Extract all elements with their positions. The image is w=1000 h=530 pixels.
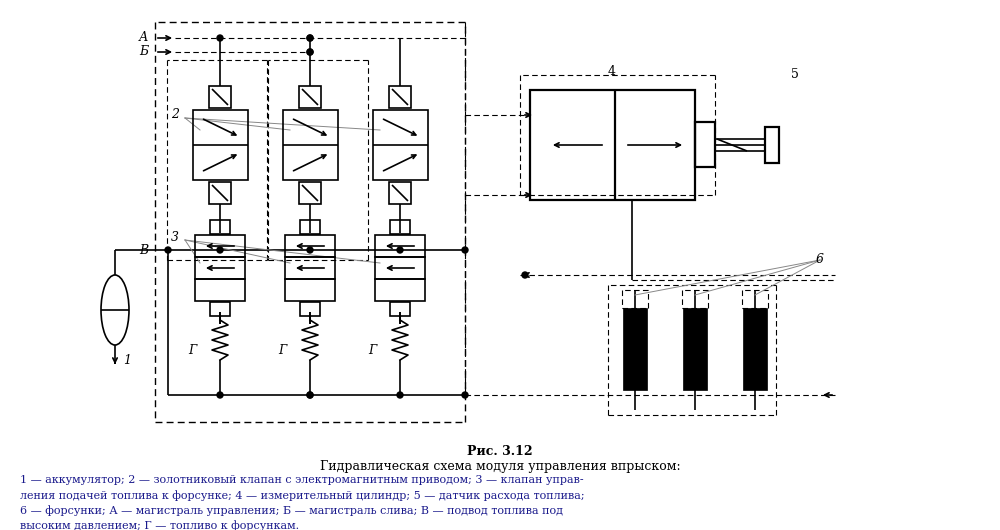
Bar <box>683 308 707 390</box>
Bar <box>375 279 425 301</box>
Bar <box>285 235 335 257</box>
Circle shape <box>307 392 313 398</box>
Circle shape <box>397 247 403 253</box>
Bar <box>389 182 411 204</box>
Bar <box>375 257 425 279</box>
Bar <box>195 279 245 301</box>
Circle shape <box>307 49 313 55</box>
Bar <box>193 110 248 180</box>
Bar <box>389 86 411 108</box>
Circle shape <box>397 392 403 398</box>
Text: Г: Г <box>188 343 196 357</box>
Text: Б: Б <box>139 46 148 58</box>
Text: 4: 4 <box>608 66 616 78</box>
Bar <box>299 182 321 204</box>
Circle shape <box>217 392 223 398</box>
Circle shape <box>462 392 468 398</box>
Bar <box>300 302 320 316</box>
Text: Гидравлическая схема модуля управления впрыском:: Гидравлическая схема модуля управления в… <box>320 460 680 473</box>
Circle shape <box>307 247 313 253</box>
Text: 5: 5 <box>791 68 799 82</box>
Text: Г: Г <box>278 343 286 357</box>
Circle shape <box>307 49 313 55</box>
Circle shape <box>307 35 313 41</box>
Circle shape <box>307 392 313 398</box>
Bar <box>375 235 425 257</box>
Text: ления подачей топлива к форсунке; 4 — измерительный цилиндр; 5 — датчик расхода : ления подачей топлива к форсунке; 4 — из… <box>20 490 585 501</box>
Text: 3: 3 <box>171 232 179 244</box>
Bar <box>283 110 338 180</box>
Text: А: А <box>138 31 148 45</box>
Text: Рис. 3.12: Рис. 3.12 <box>467 445 533 458</box>
Bar <box>390 220 410 234</box>
Circle shape <box>462 247 468 253</box>
Text: В: В <box>139 243 148 257</box>
Circle shape <box>165 247 171 253</box>
Circle shape <box>522 272 528 278</box>
Text: Г: Г <box>368 343 376 357</box>
Bar <box>285 279 335 301</box>
Bar <box>285 257 335 279</box>
Bar <box>300 220 320 234</box>
Bar <box>530 90 695 200</box>
Text: высоким давлением; Г — топливо к форсункам.: высоким давлением; Г — топливо к форсунк… <box>20 520 299 530</box>
Text: 6 — форсунки; А — магистраль управления; Б — магистраль слива; В — подвод топлив: 6 — форсунки; А — магистраль управления;… <box>20 505 563 516</box>
Bar <box>695 122 715 167</box>
Bar <box>623 308 647 390</box>
Text: 1 — аккумулятор; 2 — золотниковый клапан с электромагнитным приводом; 3 — клапан: 1 — аккумулятор; 2 — золотниковый клапан… <box>20 475 584 485</box>
Bar <box>210 302 230 316</box>
Bar <box>373 110 428 180</box>
Bar <box>195 257 245 279</box>
Bar <box>765 127 779 163</box>
Bar <box>299 86 321 108</box>
Bar <box>743 308 767 390</box>
Bar <box>210 220 230 234</box>
Bar <box>195 235 245 257</box>
Circle shape <box>307 35 313 41</box>
Bar <box>209 182 231 204</box>
Text: 2: 2 <box>171 109 179 121</box>
Circle shape <box>217 247 223 253</box>
Text: 6: 6 <box>816 253 824 267</box>
Bar <box>390 302 410 316</box>
Circle shape <box>217 35 223 41</box>
Bar <box>209 86 231 108</box>
Text: 1: 1 <box>123 354 131 367</box>
